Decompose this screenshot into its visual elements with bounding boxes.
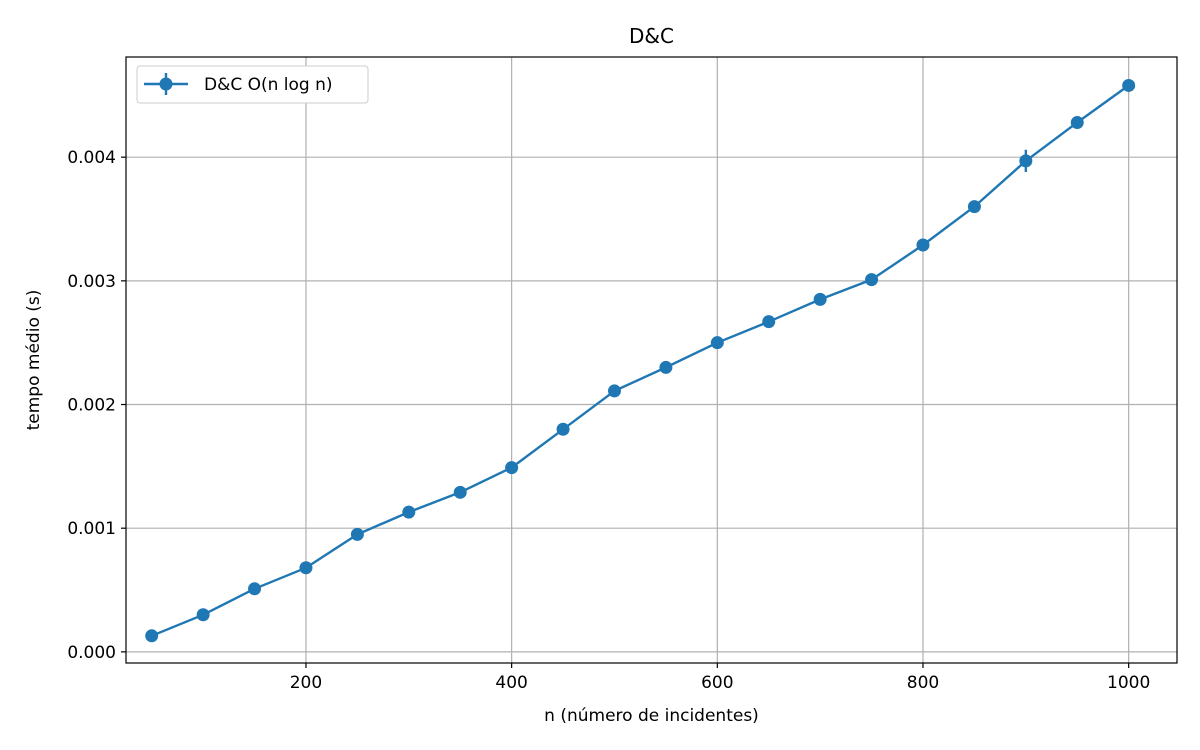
y-axis: 0.000 0.001 0.002 0.003 0.004 xyxy=(67,148,126,663)
data-point xyxy=(865,273,879,287)
data-point xyxy=(762,315,776,329)
x-tick-label: 1000 xyxy=(1107,673,1150,693)
y-tick-label: 0.003 xyxy=(67,272,116,292)
x-axis-label: n (número de incidentes) xyxy=(544,706,759,726)
data-point xyxy=(967,200,981,214)
y-tick-label: 0.002 xyxy=(67,396,116,416)
x-tick-label: 200 xyxy=(290,673,322,693)
chart-title: D&C xyxy=(629,24,674,48)
data-point xyxy=(248,582,262,596)
data-point xyxy=(1070,116,1084,130)
data-point xyxy=(505,461,519,475)
data-point xyxy=(350,527,364,541)
data-point xyxy=(453,485,467,499)
series-layer xyxy=(145,78,1136,643)
data-point xyxy=(916,238,930,252)
plot-frame xyxy=(125,56,1178,664)
legend-box xyxy=(136,65,369,104)
y-tick-label: 0.000 xyxy=(67,643,116,663)
data-point xyxy=(196,608,210,622)
x-tick-label: 400 xyxy=(495,673,527,693)
x-tick-label: 600 xyxy=(701,673,733,693)
data-point xyxy=(556,422,570,436)
x-axis: 200 400 600 800 1000 xyxy=(290,663,1150,693)
data-point xyxy=(607,384,621,398)
y-tick-label: 0.004 xyxy=(67,148,116,168)
x-tick-label: 800 xyxy=(907,673,939,693)
data-point xyxy=(299,561,313,575)
data-point xyxy=(659,360,673,374)
legend: D&C O(n log n) xyxy=(136,65,369,104)
series-line xyxy=(151,84,1130,637)
y-axis-label: tempo médio (s) xyxy=(24,290,44,431)
data-point xyxy=(710,336,724,350)
y-tick-label: 0.001 xyxy=(67,519,116,539)
legend-label: D&C O(n log n) xyxy=(204,75,333,95)
data-point xyxy=(1019,154,1033,168)
grid xyxy=(126,57,1177,663)
data-point xyxy=(402,505,416,519)
data-point xyxy=(145,629,159,643)
data-point xyxy=(813,292,827,306)
data-point xyxy=(1122,78,1136,92)
legend-marker-swatch xyxy=(159,77,173,91)
